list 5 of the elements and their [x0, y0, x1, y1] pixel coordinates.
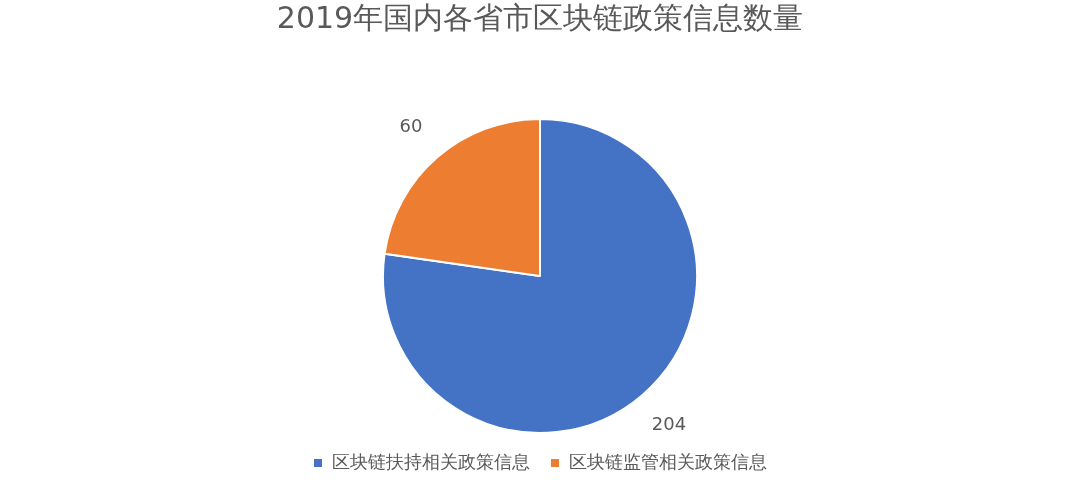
data-label: 204	[651, 412, 687, 434]
legend-label: 区块链扶持相关政策信息	[332, 450, 530, 472]
legend-label: 区块链监管相关政策信息	[569, 450, 767, 472]
chart-title: 2019年国内各省市区块链政策信息数量	[276, 0, 804, 35]
data-label: 60	[399, 114, 423, 136]
